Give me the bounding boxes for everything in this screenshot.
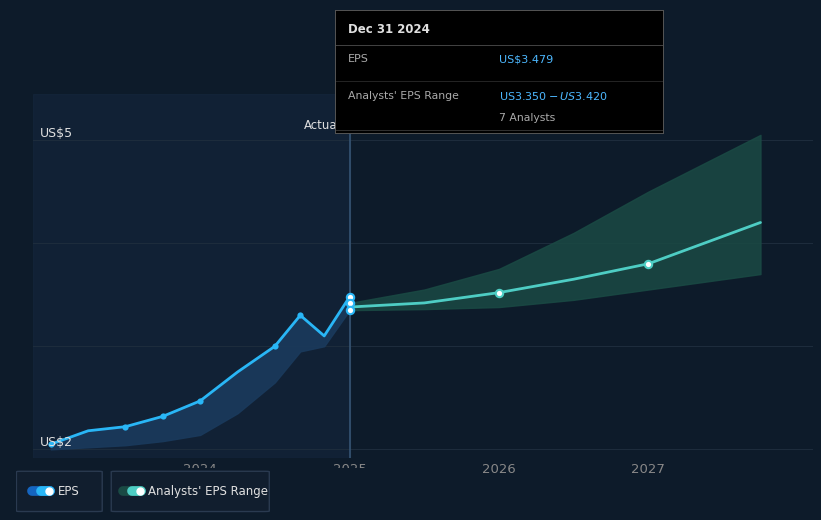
- Point: [294, 311, 307, 319]
- Text: Analysts Forecasts: Analysts Forecasts: [359, 119, 469, 132]
- Text: US$5: US$5: [40, 127, 73, 140]
- Point: [343, 306, 356, 314]
- Text: US$3.350 - US$3.420: US$3.350 - US$3.420: [499, 90, 608, 102]
- Point: [119, 423, 132, 431]
- Text: Analysts' EPS Range: Analysts' EPS Range: [149, 485, 268, 498]
- Point: [343, 293, 356, 301]
- Point: [268, 342, 282, 350]
- Text: US$2: US$2: [40, 436, 73, 449]
- Text: Analysts' EPS Range: Analysts' EPS Range: [348, 91, 459, 101]
- Text: Actual: Actual: [304, 119, 341, 132]
- FancyBboxPatch shape: [16, 471, 103, 512]
- Bar: [33, 94, 350, 458]
- Text: EPS: EPS: [348, 54, 369, 64]
- FancyBboxPatch shape: [112, 471, 269, 512]
- Point: [194, 397, 207, 405]
- Point: [44, 440, 57, 448]
- Text: US$3.479: US$3.479: [499, 54, 553, 64]
- Text: 7 Analysts: 7 Analysts: [499, 113, 556, 123]
- Point: [156, 412, 169, 421]
- Point: [343, 299, 356, 307]
- Point: [493, 289, 506, 297]
- Text: Dec 31 2024: Dec 31 2024: [348, 22, 430, 35]
- Point: [642, 259, 655, 268]
- Text: EPS: EPS: [58, 485, 80, 498]
